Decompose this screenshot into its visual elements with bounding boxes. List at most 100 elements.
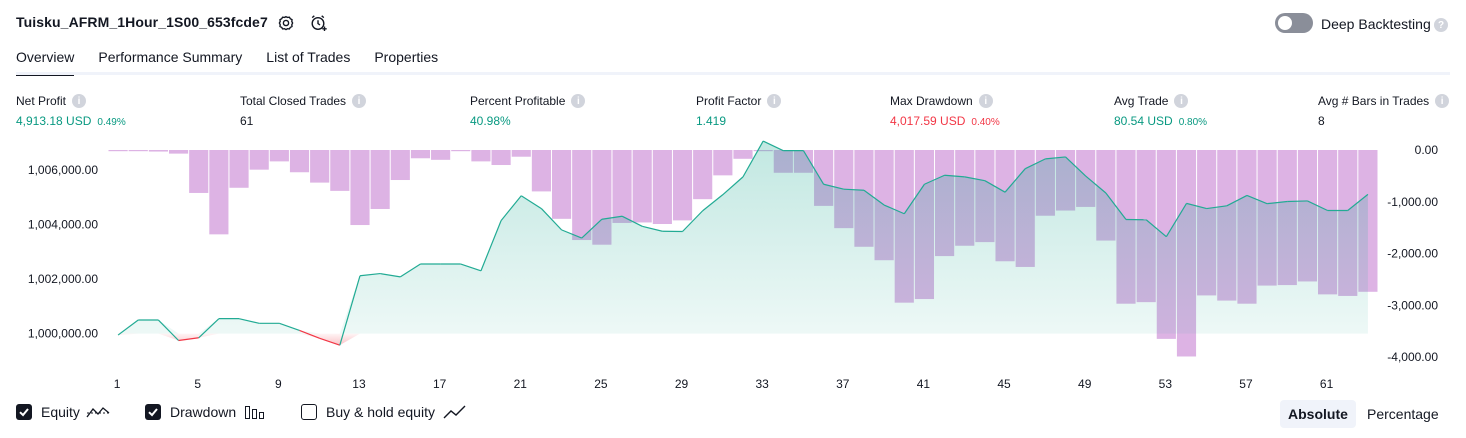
x-axis-tick: 5 [194,377,201,391]
deep-backtesting-toggle[interactable] [1275,13,1313,33]
metric-label: Net Profit [16,94,67,108]
info-icon[interactable]: i [1174,94,1189,108]
equity-line-segment [581,218,603,239]
info-icon[interactable]: i [352,94,367,108]
left-axis-tick: 1,004,000.00 [28,217,98,231]
drawdown-bar [289,150,310,173]
equity-line-segment [863,189,885,206]
drawdown-bar [370,150,390,209]
metric-value: 80.54 USD [1114,114,1173,128]
equity-area [118,141,1368,334]
add-alert-clock-icon[interactable] [309,13,329,33]
drawdown-bar [491,150,511,166]
right-axis-tick: -2,000.00 [1387,247,1438,261]
legend-drawdown[interactable]: Drawdown [145,404,266,420]
right-axis-tick: 0.00 [1415,143,1439,157]
equity-line-segment [903,183,925,215]
equity-line-segment [984,180,1006,193]
equity-line-segment [742,140,764,178]
info-icon[interactable]: i [1435,94,1450,108]
drawdown-bar [209,150,229,235]
x-axis-tick: 33 [755,377,769,391]
metric-label: Total Closed Trades [240,94,347,108]
equity-line-segment [1045,156,1066,160]
equity-line-segment [722,176,744,196]
metric-avg-trade: Avg Trade i 80.54 USD 0.80% [1114,94,1207,128]
metric-max-drawdown: Max Drawdown i 4,017.59 USD 0.40% [890,94,1000,128]
right-axis-tick: -4,000.00 [1387,350,1438,364]
x-axis-tick: 49 [1078,377,1092,391]
drawdown-bars-icon [245,406,265,419]
right-axis-tick: -1,000.00 [1387,195,1438,209]
x-axis-tick: 53 [1159,377,1173,391]
equity-line-segment [762,140,784,152]
equity-line-segment [843,188,864,191]
tab-bar: Overview Performance Summary List of Tra… [16,49,462,76]
equity-line-segment [1307,200,1328,212]
left-axis-tick: 1,000,000.00 [28,327,98,341]
settings-gear-icon[interactable] [276,13,296,33]
drawdown-bar [148,150,168,152]
equity-line-segment [702,194,724,212]
help-question-icon[interactable]: ? [1434,18,1448,32]
equity-line-segment [198,318,220,339]
x-axis-tick: 25 [594,377,608,391]
drawdown-bar [310,150,330,183]
x-axis-tick: 17 [433,377,447,391]
equity-line-segment [460,263,482,272]
legend-equity[interactable]: Equity [16,404,110,420]
equity-line-segment [480,220,502,272]
metric-value: 40.98% [470,114,511,128]
metric-value: 4,017.59 USD [890,114,966,128]
tab-performance-summary[interactable]: Performance Summary [98,49,243,65]
buy-hold-checkbox[interactable] [301,404,317,420]
info-icon[interactable]: i [571,94,586,108]
equity-line-segment [1105,192,1127,220]
drawdown-checkbox[interactable] [145,404,161,420]
metric-value: 4,913.18 USD [16,114,92,128]
equity-line-segment [1226,194,1248,207]
equity-line-segment [117,319,139,336]
equity-line-segment [1024,158,1046,170]
equity-line-segment [540,208,563,231]
equity-line-segment [682,210,704,232]
drawdown-bar [632,150,652,223]
x-axis-tick: 57 [1239,377,1253,391]
x-axis-tick: 45 [997,377,1011,391]
metric-label: Avg Trade [1114,94,1169,108]
x-axis-tick: 41 [917,377,931,391]
drawdown-bar [330,150,350,191]
info-icon[interactable]: i [767,94,782,108]
left-axis-tick: 1,002,000.00 [28,272,98,286]
drawdown-bar [551,150,572,219]
legend-buy-hold[interactable]: Buy & hold equity [301,404,467,420]
info-icon[interactable]: i [978,94,993,108]
metric-avg-bars-in-trades: Avg # Bars in Trades i 8 [1318,94,1450,128]
tab-list-of-trades[interactable]: List of Trades [266,49,351,65]
metric-percent: 0.49% [97,117,126,128]
equity-line-segment [883,204,905,215]
equity-checkbox[interactable] [16,404,32,420]
equity-line-segment [1085,175,1107,194]
legend-label: Buy & hold equity [326,404,435,420]
tab-properties[interactable]: Properties [374,49,439,65]
equity-line-segment [319,337,341,346]
equity-line-segment [1347,193,1369,211]
drawdown-bar [108,150,128,152]
drawdown-bar [229,150,249,188]
equity-drawdown-chart[interactable]: 1,006,000.00 1,004,000.00 1,002,000.00 1,00… [0,130,1466,400]
absolute-button[interactable]: Absolute [1280,400,1356,428]
equity-line-segment [1267,200,1288,205]
x-axis-tick: 29 [675,377,689,391]
info-icon[interactable]: i [72,94,87,108]
metric-label: Percent Profitable [470,94,566,108]
percentage-button[interactable]: Percentage [1367,406,1439,422]
x-axis-tick: 61 [1320,377,1334,391]
x-axis-tick: 9 [275,377,282,391]
drawdown-bar [451,150,471,152]
metric-profit-factor: Profit Factor i 1.419 [696,94,782,128]
equity-line-segment [1065,156,1087,177]
equity-line-segment [1287,200,1308,203]
equity-line-segment [1004,168,1026,193]
right-axis-tick: -3,000.00 [1387,298,1438,312]
